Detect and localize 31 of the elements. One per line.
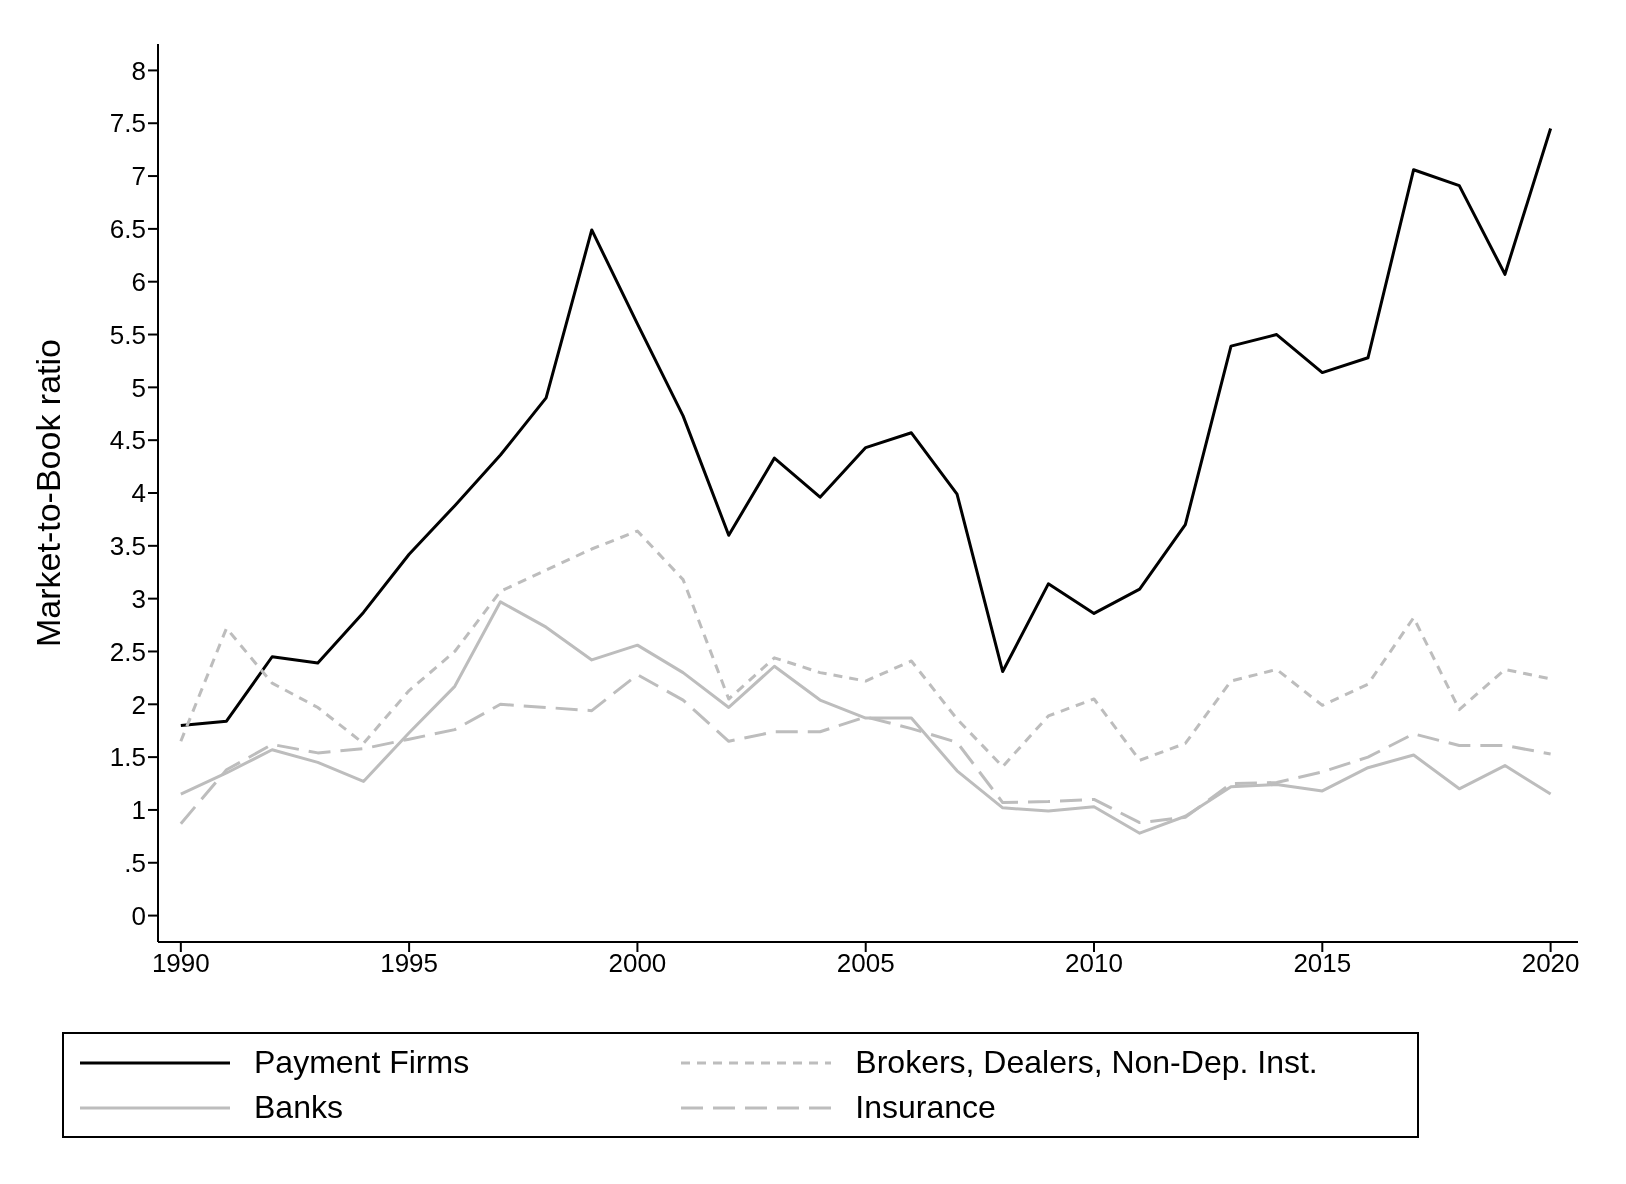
y-tick-label: 0 [131, 900, 146, 931]
line-series [179, 600, 1553, 835]
x-tick-label: 2020 [1521, 948, 1580, 979]
y-tick-label: 7.5 [109, 108, 146, 139]
legend-label: Brokers, Dealers, Non-Dep. Inst. [855, 1044, 1318, 1081]
y-tick-label: 5 [131, 372, 146, 403]
legend-label: Insurance [855, 1089, 996, 1126]
x-tick-label: 2005 [836, 948, 895, 979]
legend-label: Payment Firms [254, 1044, 470, 1081]
y-tick-label: 5.5 [109, 319, 146, 350]
y-tick-label: 4.5 [109, 425, 146, 456]
y-tick-label: 8 [131, 55, 146, 86]
y-axis-title: Market-to-Book ratio [29, 339, 68, 647]
y-tick-label: 6 [131, 266, 146, 297]
legend-label: Banks [254, 1089, 343, 1126]
x-tick-label: 2015 [1293, 948, 1352, 979]
x-tick-label: 1995 [380, 948, 439, 979]
y-tick-label: 3.5 [109, 531, 146, 562]
x-tick-label: 1990 [151, 948, 210, 979]
y-tick-label: 3 [131, 583, 146, 614]
x-tick-label: 2000 [608, 948, 667, 979]
y-tick-label: 2.5 [109, 636, 146, 667]
line-series [179, 127, 1553, 727]
y-tick-label: 1.5 [109, 742, 146, 773]
x-tick-label: 2010 [1065, 948, 1123, 979]
y-tick-label: .5 [124, 847, 146, 878]
y-tick-label: 2 [131, 689, 146, 720]
y-tick-label: 6.5 [109, 214, 146, 245]
y-tick-label: 4 [131, 478, 146, 509]
y-tick-label: 7 [131, 161, 146, 192]
y-tick-label: 1 [131, 795, 146, 826]
